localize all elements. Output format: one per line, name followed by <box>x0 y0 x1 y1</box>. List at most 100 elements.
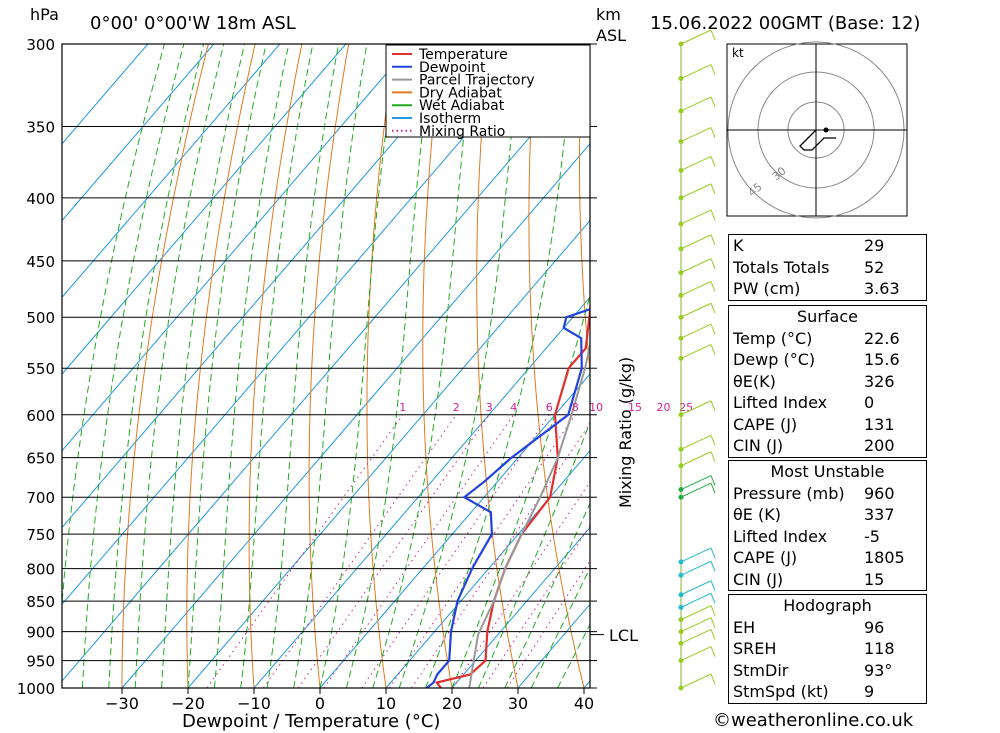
surface-table: Surface Temp (°C) 22.6 Dewp (°C) 15.6 θE(K… <box>728 305 927 458</box>
x-tick-label: −10 <box>237 694 271 713</box>
pressure-tick-label: 600 <box>26 407 55 425</box>
wind-level-dot <box>678 108 684 114</box>
wind-barb-shaft <box>680 592 712 608</box>
x-tick-label: −30 <box>105 694 139 713</box>
wind-barb-shaft <box>680 617 712 633</box>
plot-frame <box>61 43 591 689</box>
pressure-tick-label: 700 <box>26 489 55 507</box>
wet-adiabat-line <box>451 292 590 688</box>
wet-adiabat-line <box>108 44 205 688</box>
wind-barb-shaft <box>680 560 712 576</box>
mu-cin-value: 15 <box>864 569 885 589</box>
isotherm-line <box>62 44 347 375</box>
stmspd-value: 9 <box>864 682 875 701</box>
wind-barb-shaft <box>680 280 712 296</box>
dry-adiabat-line <box>957 44 1000 688</box>
totals-label: Totals Totals <box>733 257 830 277</box>
wind-level-dot <box>678 629 684 635</box>
x-tick-label: 0 <box>315 694 325 713</box>
wet-adiabat-line <box>293 44 368 688</box>
surface-temp-label: Temp (°C) <box>733 328 813 348</box>
wind-barb-flag <box>710 64 716 75</box>
mixing-ratio-tick-label: 20 <box>657 401 671 414</box>
dewpoint-line <box>424 308 590 688</box>
dry-adiabat-line <box>366 44 396 688</box>
wind-barb-shaft <box>680 547 712 563</box>
wet-adiabat-line <box>345 44 434 688</box>
sreh-value: 118 <box>864 639 895 658</box>
wind-barb-shaft <box>680 451 712 467</box>
wind-level-dot <box>678 604 684 610</box>
wet-adiabat-line <box>62 44 165 609</box>
x-axis-title: Dewpoint / Temperature (°C) <box>182 711 440 732</box>
isotherm-line <box>121 143 590 688</box>
wind-barb-flag <box>710 127 716 138</box>
wind-barb-flag <box>710 580 716 591</box>
mixing-ratio-tick-label: 15 <box>628 401 642 414</box>
wind-level-dot <box>678 617 684 623</box>
mixing-ratio-line <box>206 414 404 688</box>
mixing-ratio-tick-label: 4 <box>510 401 517 414</box>
mixing-ratio-line <box>482 524 590 688</box>
surface-thetae-value: 326 <box>864 371 895 391</box>
stmdir-value: 93° <box>864 660 893 680</box>
wind-level-dot <box>678 572 684 578</box>
wind-level-dot <box>678 592 684 598</box>
wet-adiabat-line <box>240 44 314 688</box>
wind-barb-flag <box>710 561 716 572</box>
mixing-ratio-line <box>452 480 590 688</box>
pressure-tick-label: 1000 <box>17 680 55 698</box>
mixing-ratio-line <box>297 414 490 688</box>
isotherm-line <box>62 44 413 452</box>
k-index-value: 29 <box>864 236 885 255</box>
datetime-label: 15.06.2022 00GMT (Base: 12) <box>650 13 920 34</box>
wind-barb-shaft <box>680 580 712 596</box>
pressure-tick-label: 650 <box>26 450 55 468</box>
wind-barb-flag <box>710 156 716 167</box>
legend-label: Dewpoint <box>419 60 486 76</box>
x-tick-label: −20 <box>171 694 205 713</box>
wind-level-dot <box>678 355 684 361</box>
wind-level-dot <box>678 685 684 691</box>
dry-adiabat-line <box>248 44 303 688</box>
hodograph-unit: kt <box>732 46 744 60</box>
wind-barb-shaft <box>680 343 712 359</box>
isotherm-line <box>62 44 281 299</box>
wind-barb-flag <box>710 281 716 292</box>
wind-barb-shaft <box>680 628 712 644</box>
wet-adiabat-line <box>81 44 185 688</box>
legend-label: Temperature <box>418 47 508 63</box>
isotherm-line <box>62 44 215 222</box>
wind-barb-flag <box>710 435 716 446</box>
legend-label: Parcel Trajectory <box>419 73 535 89</box>
mixing-ratio-tick-label: 10 <box>589 401 603 414</box>
mixing-ratio-tick-label: 1 <box>399 401 406 414</box>
sreh-label: SREH <box>733 639 777 658</box>
x-tick-label: 30 <box>508 694 528 713</box>
wind-level-dot <box>678 335 684 341</box>
mixing-ratio-line <box>506 560 590 688</box>
wind-barb-flag <box>710 303 716 314</box>
surface-cape-label: CAPE (J) <box>733 414 798 434</box>
dry-adiabat-line <box>528 44 585 688</box>
mu-thetae-label: θE (K) <box>733 505 781 524</box>
isotherm-line <box>187 219 590 688</box>
k-index-label: K <box>733 236 744 255</box>
wind-barb-flag <box>710 324 716 335</box>
wind-barb-flag <box>710 646 716 657</box>
isotherm-line <box>62 44 149 145</box>
wind-barb-shaft <box>680 605 712 621</box>
mixing-ratio-tick-label: 8 <box>572 401 579 414</box>
pressure-tick-label: 400 <box>26 190 55 208</box>
wind-barb-flag <box>710 629 716 640</box>
pw-label: PW (cm) <box>733 279 801 298</box>
wind-level-dot <box>678 446 684 452</box>
wind-barb-flag <box>710 258 716 269</box>
hpa-unit-label: hPa <box>30 5 59 24</box>
mu-cin-label: CIN (J) <box>733 569 784 589</box>
wind-barb-shaft <box>680 96 712 112</box>
indices-top-table: K 29 Totals Totals 52 PW (cm) 3.63 <box>728 234 927 301</box>
wind-barb-flag <box>710 29 716 41</box>
pressure-tick-label: 950 <box>26 653 55 671</box>
